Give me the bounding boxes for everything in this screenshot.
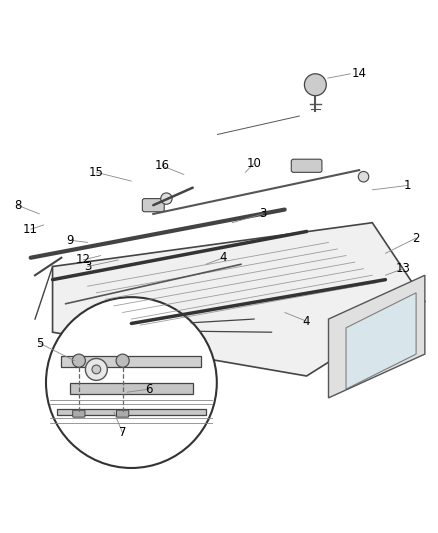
Circle shape — [72, 354, 85, 367]
Text: 16: 16 — [155, 159, 170, 172]
Text: 7: 7 — [119, 426, 127, 439]
Circle shape — [46, 297, 217, 468]
Text: 3: 3 — [259, 207, 266, 221]
FancyBboxPatch shape — [142, 199, 164, 212]
Polygon shape — [328, 275, 425, 398]
Circle shape — [358, 172, 369, 182]
Text: 6: 6 — [145, 383, 153, 395]
Circle shape — [161, 193, 172, 204]
Circle shape — [116, 354, 129, 367]
Text: 5: 5 — [36, 337, 43, 350]
Polygon shape — [53, 223, 425, 376]
Text: 12: 12 — [76, 253, 91, 266]
Text: 14: 14 — [352, 67, 367, 80]
Text: 15: 15 — [89, 166, 104, 179]
Text: 11: 11 — [23, 223, 38, 236]
FancyBboxPatch shape — [117, 410, 129, 417]
Polygon shape — [57, 409, 206, 415]
Polygon shape — [61, 356, 201, 367]
FancyBboxPatch shape — [73, 410, 85, 417]
Circle shape — [92, 365, 101, 374]
Text: 4: 4 — [219, 251, 227, 264]
Text: 8: 8 — [14, 199, 21, 212]
Circle shape — [85, 359, 107, 381]
Text: 3: 3 — [84, 260, 91, 273]
FancyBboxPatch shape — [291, 159, 322, 172]
Text: 9: 9 — [66, 233, 74, 247]
Text: 10: 10 — [247, 157, 261, 170]
Text: 4: 4 — [303, 315, 311, 328]
Polygon shape — [70, 383, 193, 393]
Text: 1: 1 — [403, 179, 411, 192]
Text: 2: 2 — [412, 231, 420, 245]
Circle shape — [304, 74, 326, 96]
Polygon shape — [346, 293, 416, 389]
Text: 13: 13 — [396, 262, 410, 275]
